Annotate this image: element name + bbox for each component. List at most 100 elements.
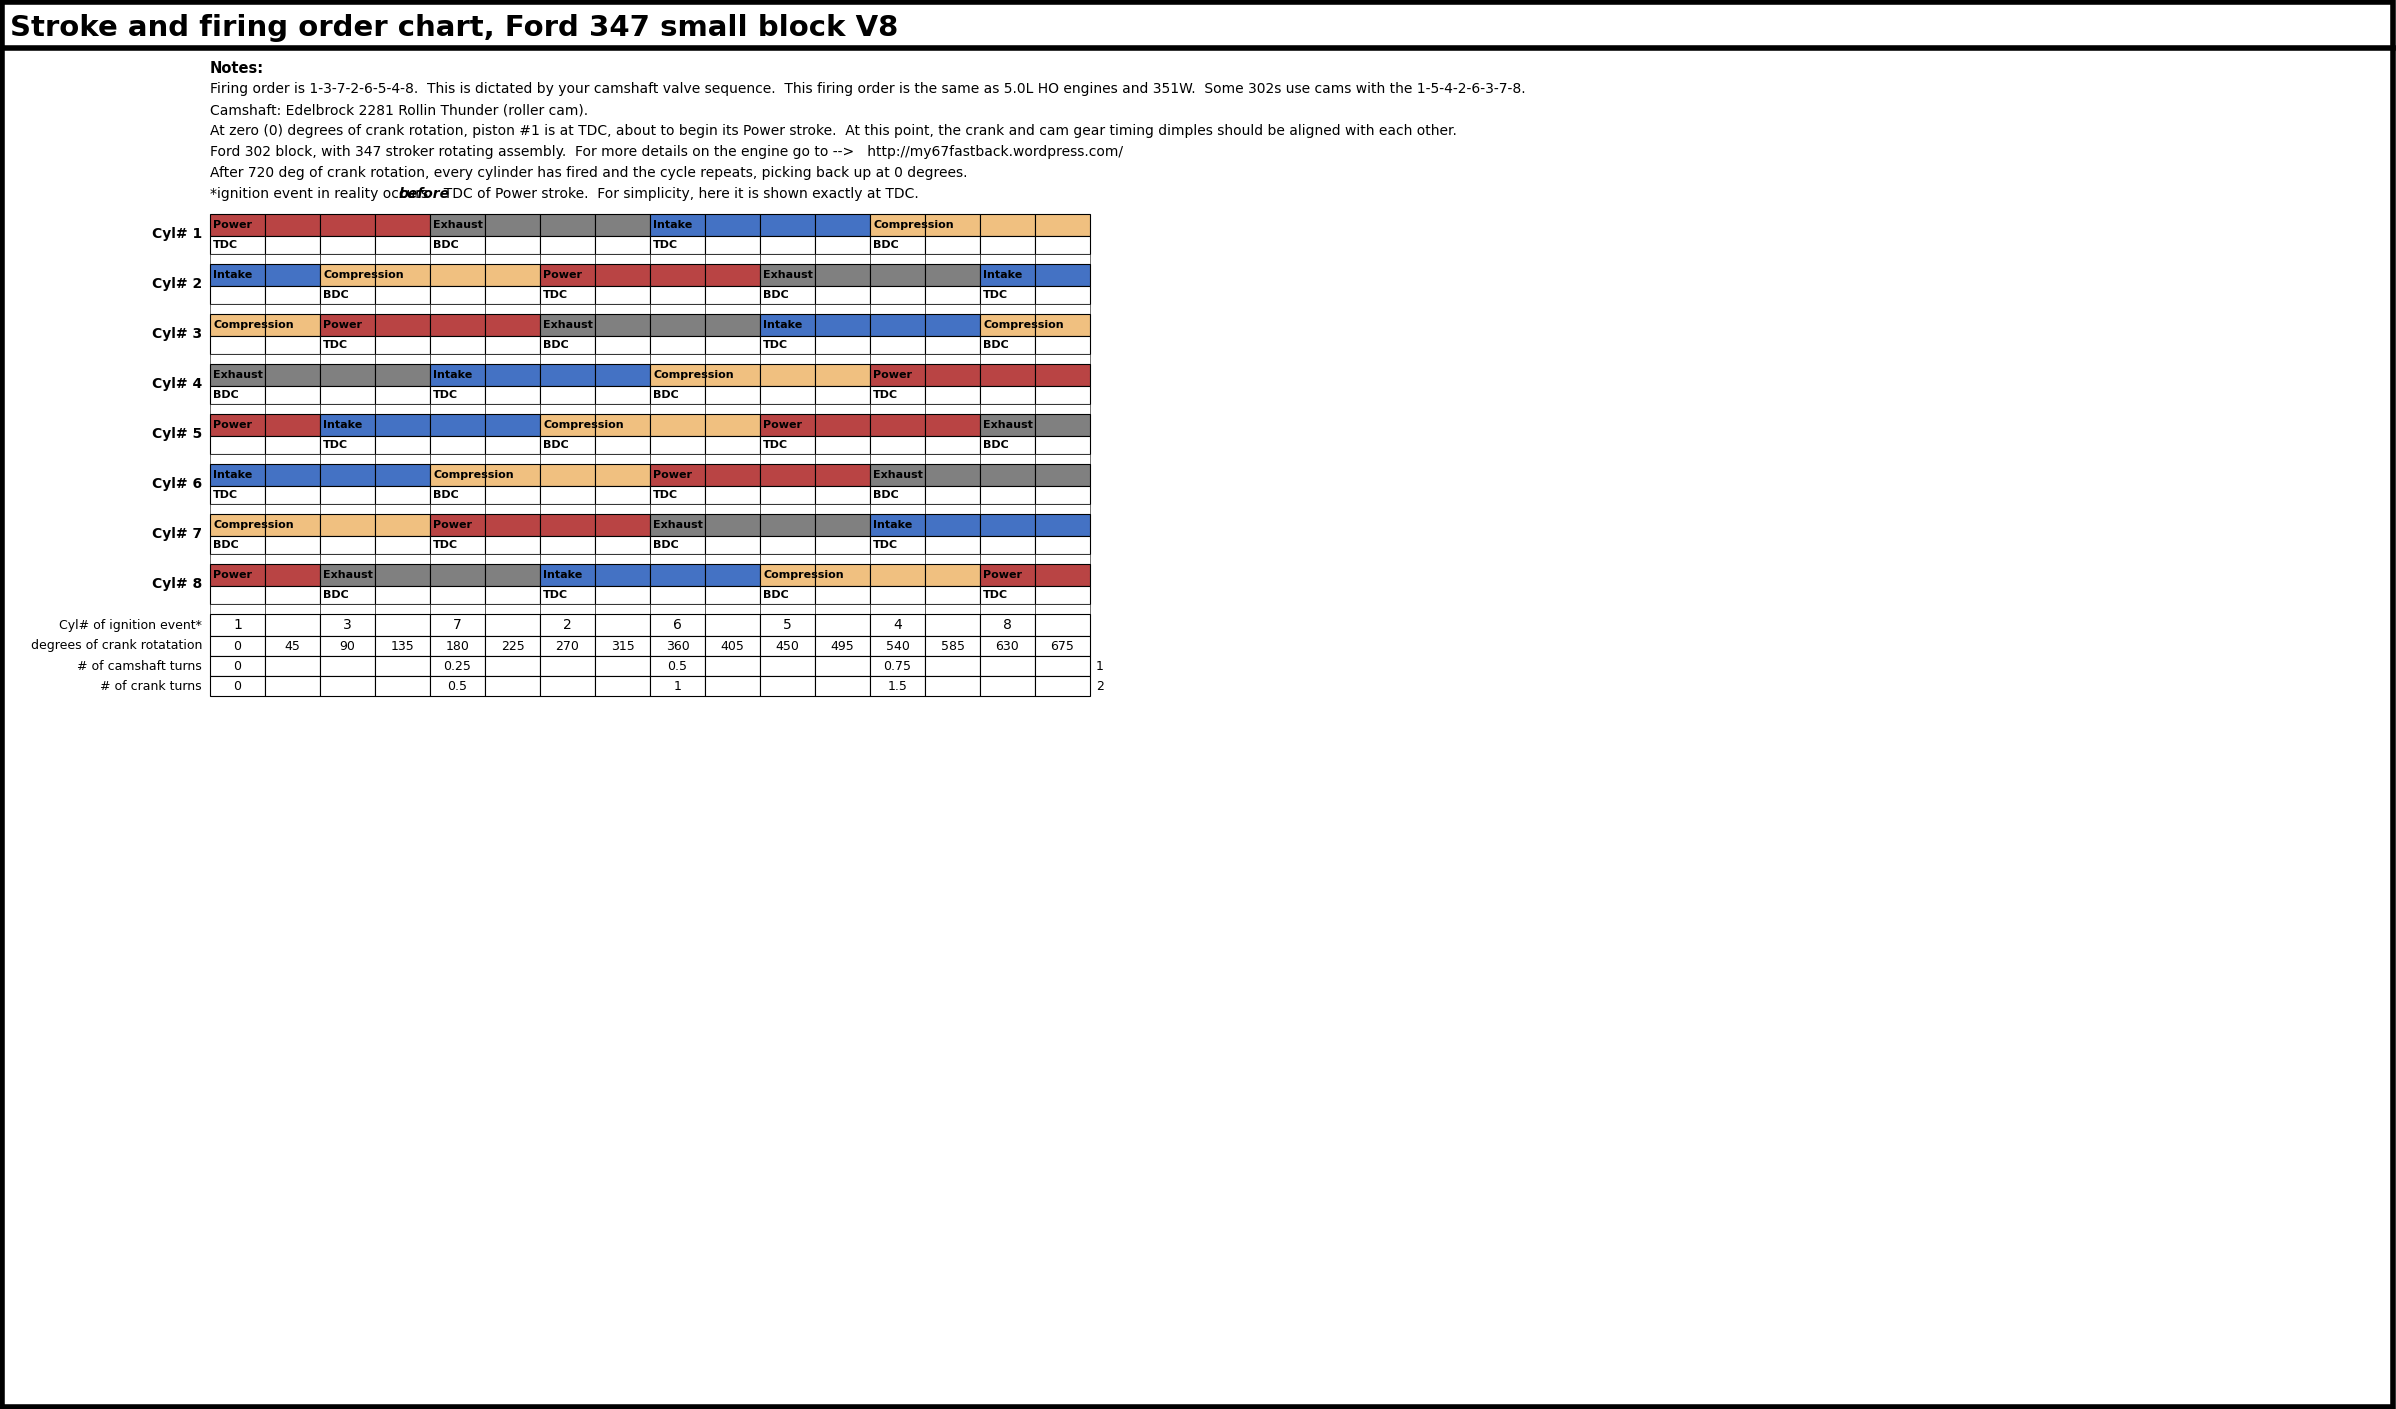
Bar	[484, 435, 539, 454]
Bar	[870, 614, 925, 635]
Bar	[925, 263, 980, 286]
Bar	[1035, 514, 1090, 535]
Bar	[870, 314, 925, 335]
Bar	[925, 214, 980, 235]
Text: 3: 3	[343, 619, 352, 633]
Bar	[266, 286, 321, 304]
Bar	[211, 535, 266, 554]
Bar	[925, 254, 980, 263]
Bar	[870, 504, 925, 514]
Bar	[760, 286, 815, 304]
Bar	[321, 504, 376, 514]
Bar	[376, 335, 429, 354]
Bar	[594, 235, 649, 254]
Bar	[760, 676, 815, 696]
Text: 135: 135	[391, 640, 415, 652]
Bar	[594, 604, 649, 614]
Bar	[484, 586, 539, 604]
Bar	[539, 335, 594, 354]
Text: TDC: TDC	[434, 390, 458, 400]
Bar	[211, 486, 266, 504]
Text: Compression: Compression	[544, 420, 623, 430]
Text: TDC: TDC	[544, 290, 568, 300]
Bar	[980, 214, 1035, 235]
Bar	[539, 404, 594, 414]
Bar	[704, 614, 760, 635]
Bar	[266, 364, 321, 386]
Bar	[980, 635, 1035, 657]
Bar	[1035, 214, 1090, 235]
Bar	[649, 254, 704, 263]
Bar	[429, 214, 484, 235]
Bar	[594, 435, 649, 454]
Bar	[704, 354, 760, 364]
Bar	[704, 504, 760, 514]
Text: 1: 1	[673, 679, 680, 692]
Text: 6: 6	[673, 619, 683, 633]
Bar	[1035, 254, 1090, 263]
Bar	[980, 586, 1035, 604]
Bar	[211, 404, 266, 414]
Text: Ford 302 block, with 347 stroker rotating assembly.  For more details on the eng: Ford 302 block, with 347 stroker rotatin…	[211, 145, 1124, 159]
Bar	[376, 657, 429, 676]
Bar	[484, 564, 539, 586]
Bar	[760, 464, 815, 486]
Bar	[539, 464, 594, 486]
Bar	[649, 464, 704, 486]
Bar	[376, 586, 429, 604]
Bar	[429, 504, 484, 514]
Bar	[539, 435, 594, 454]
Text: Power: Power	[654, 471, 692, 480]
Bar	[484, 386, 539, 404]
Text: BDC: BDC	[982, 340, 1009, 349]
Text: Compression: Compression	[654, 371, 733, 380]
Text: Cyl# 8: Cyl# 8	[151, 578, 201, 590]
Text: 585: 585	[942, 640, 966, 652]
Bar	[1035, 564, 1090, 586]
Bar	[649, 263, 704, 286]
Bar	[211, 464, 266, 486]
Text: Power: Power	[213, 420, 252, 430]
Bar	[760, 214, 815, 235]
Text: Notes:: Notes:	[211, 61, 264, 76]
Bar	[376, 514, 429, 535]
Text: Intake: Intake	[213, 271, 252, 280]
Bar	[211, 454, 266, 464]
Bar	[429, 535, 484, 554]
Bar	[870, 286, 925, 304]
Bar	[649, 435, 704, 454]
Text: BDC: BDC	[654, 390, 678, 400]
Bar	[925, 657, 980, 676]
Text: Intake: Intake	[654, 220, 692, 230]
Bar	[376, 454, 429, 464]
Bar	[1035, 286, 1090, 304]
Bar	[484, 286, 539, 304]
Bar	[760, 535, 815, 554]
Bar	[649, 586, 704, 604]
Text: Power: Power	[323, 320, 362, 330]
Bar	[376, 676, 429, 696]
Bar	[211, 364, 266, 386]
Bar	[649, 214, 704, 235]
Bar	[539, 635, 594, 657]
Bar	[484, 504, 539, 514]
Bar	[815, 657, 870, 676]
Bar	[704, 676, 760, 696]
Bar	[1035, 354, 1090, 364]
Bar	[870, 486, 925, 504]
Text: Cyl# 6: Cyl# 6	[151, 478, 201, 490]
Bar	[925, 414, 980, 435]
Bar	[870, 235, 925, 254]
Text: TDC: TDC	[982, 590, 1009, 600]
Bar	[1035, 657, 1090, 676]
Text: # of camshaft turns: # of camshaft turns	[77, 659, 201, 672]
Bar	[870, 586, 925, 604]
Bar	[704, 554, 760, 564]
Bar	[321, 635, 376, 657]
Bar	[1035, 435, 1090, 454]
Text: Cyl# 2: Cyl# 2	[151, 278, 201, 292]
Bar	[704, 514, 760, 535]
Text: Exhaust: Exhaust	[544, 320, 592, 330]
Bar	[704, 404, 760, 414]
Bar	[594, 614, 649, 635]
